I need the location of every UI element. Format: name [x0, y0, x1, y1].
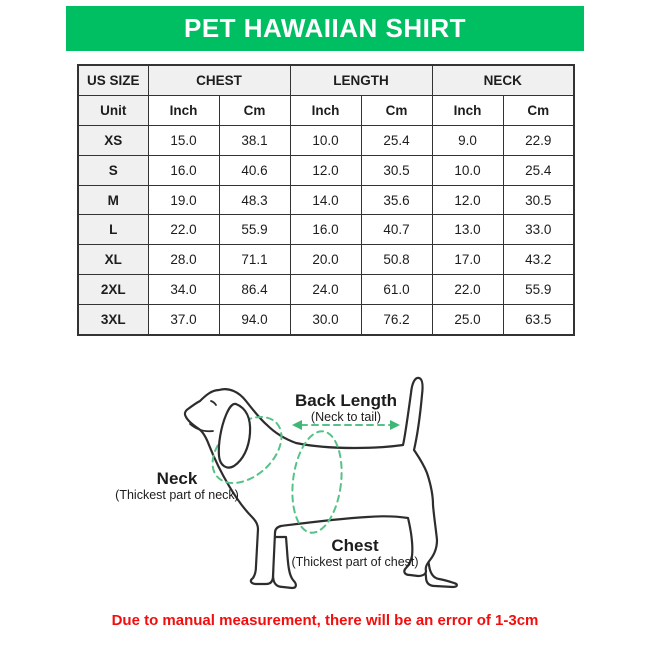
header-chest: CHEST — [147, 64, 291, 96]
dog-mouth-line — [189, 423, 214, 433]
unit-cell: Inch — [289, 94, 362, 126]
value-cell: 10.0 — [289, 124, 362, 156]
value-cell: 16.0 — [147, 154, 220, 186]
value-cell: 25.0 — [431, 304, 504, 336]
value-cell: 35.6 — [360, 184, 433, 216]
dog-ear — [217, 402, 252, 469]
header-length: LENGTH — [289, 64, 433, 96]
dog-far-front-leg — [271, 535, 297, 590]
value-cell: 9.0 — [431, 124, 504, 156]
table-header-row: US SIZE CHEST LENGTH NECK — [77, 64, 575, 96]
neck-sublabel: (Thickest part of neck) — [115, 488, 239, 502]
chest-sublabel: (Thickest part of chest) — [291, 555, 418, 569]
size-cell: 2XL — [77, 274, 149, 306]
size-table-body: XS 15.0 38.1 10.0 25.4 9.0 22.9 S 16.0 40.6 12.0 30… — [77, 124, 575, 336]
value-cell: 22.0 — [431, 274, 504, 306]
value-cell: 25.4 — [360, 124, 433, 156]
table-row: M 19.0 48.3 14.0 35.6 12.0 30.5 — [77, 184, 575, 216]
table-unit-row: Unit Inch Cm Inch Cm Inch Cm — [77, 94, 575, 126]
value-cell: 55.9 — [502, 274, 575, 306]
title-banner: PET HAWAIIAN SHIRT — [66, 6, 584, 51]
value-cell: 19.0 — [147, 184, 220, 216]
value-cell: 20.0 — [289, 244, 362, 276]
value-cell: 55.9 — [218, 214, 291, 246]
value-cell: 30.5 — [502, 184, 575, 216]
value-cell: 94.0 — [218, 304, 291, 336]
back-length-label: Back Length — [295, 391, 397, 410]
unit-cell: Cm — [218, 94, 291, 126]
unit-cell: Inch — [431, 94, 504, 126]
value-cell: 13.0 — [431, 214, 504, 246]
page-title: PET HAWAIIAN SHIRT — [183, 13, 466, 43]
value-cell: 14.0 — [289, 184, 362, 216]
value-cell: 25.4 — [502, 154, 575, 186]
value-cell: 30.0 — [289, 304, 362, 336]
value-cell: 24.0 — [289, 274, 362, 306]
value-cell: 22.0 — [147, 214, 220, 246]
value-cell: 40.6 — [218, 154, 291, 186]
table-row: 3XL 37.0 94.0 30.0 76.2 25.0 63.5 — [77, 304, 575, 336]
size-cell: M — [77, 184, 149, 216]
value-cell: 16.0 — [289, 214, 362, 246]
size-cell: XL — [77, 244, 149, 276]
value-cell: 34.0 — [147, 274, 220, 306]
value-cell: 30.5 — [360, 154, 433, 186]
value-cell: 61.0 — [360, 274, 433, 306]
value-cell: 40.7 — [360, 214, 433, 246]
value-cell: 38.1 — [218, 124, 291, 156]
size-chart-table: US SIZE CHEST LENGTH NECK Unit Inch Cm I… — [77, 64, 576, 337]
dog-eye-mark — [210, 400, 217, 406]
value-cell: 17.0 — [431, 244, 504, 276]
value-cell: 37.0 — [147, 304, 220, 336]
value-cell: 76.2 — [360, 304, 433, 336]
value-cell: 12.0 — [289, 154, 362, 186]
measurement-error-note: Due to manual measurement, there will be… — [111, 612, 539, 629]
size-cell: 3XL — [77, 304, 149, 336]
value-cell: 22.9 — [502, 124, 575, 156]
header-neck: NECK — [431, 64, 575, 96]
size-cell: L — [77, 214, 149, 246]
table-row: XL 28.0 71.1 20.0 50.8 17.0 43.2 — [77, 244, 575, 276]
value-cell: 15.0 — [147, 124, 220, 156]
unit-label-cell: Unit — [77, 94, 149, 126]
value-cell: 63.5 — [502, 304, 575, 336]
value-cell: 33.0 — [502, 214, 575, 246]
dog-measurement-diagram: Back Length (Neck to tail) Neck (Thickes… — [115, 376, 458, 590]
chest-measure-ellipse — [291, 430, 343, 534]
value-cell: 10.0 — [431, 154, 504, 186]
value-cell: 12.0 — [431, 184, 504, 216]
table-row: S 16.0 40.6 12.0 30.5 10.0 25.4 — [77, 154, 575, 186]
back-length-sublabel: (Neck to tail) — [311, 410, 381, 424]
table-row: XS 15.0 38.1 10.0 25.4 9.0 22.9 — [77, 124, 575, 156]
unit-cell: Cm — [502, 94, 575, 126]
value-cell: 28.0 — [147, 244, 220, 276]
arrowhead-right-icon — [390, 420, 400, 430]
unit-cell: Inch — [147, 94, 220, 126]
value-cell: 43.2 — [502, 244, 575, 276]
table-row: 2XL 34.0 86.4 24.0 61.0 22.0 55.9 — [77, 274, 575, 306]
arrowhead-left-icon — [292, 420, 302, 430]
table-row: L 22.0 55.9 16.0 40.7 13.0 33.0 — [77, 214, 575, 246]
value-cell: 86.4 — [218, 274, 291, 306]
value-cell: 50.8 — [360, 244, 433, 276]
neck-label: Neck — [157, 469, 198, 488]
chest-label: Chest — [331, 536, 379, 555]
header-us-size: US SIZE — [77, 64, 149, 96]
unit-cell: Cm — [360, 94, 433, 126]
value-cell: 71.1 — [218, 244, 291, 276]
value-cell: 48.3 — [218, 184, 291, 216]
size-cell: S — [77, 154, 149, 186]
size-cell: XS — [77, 124, 149, 156]
